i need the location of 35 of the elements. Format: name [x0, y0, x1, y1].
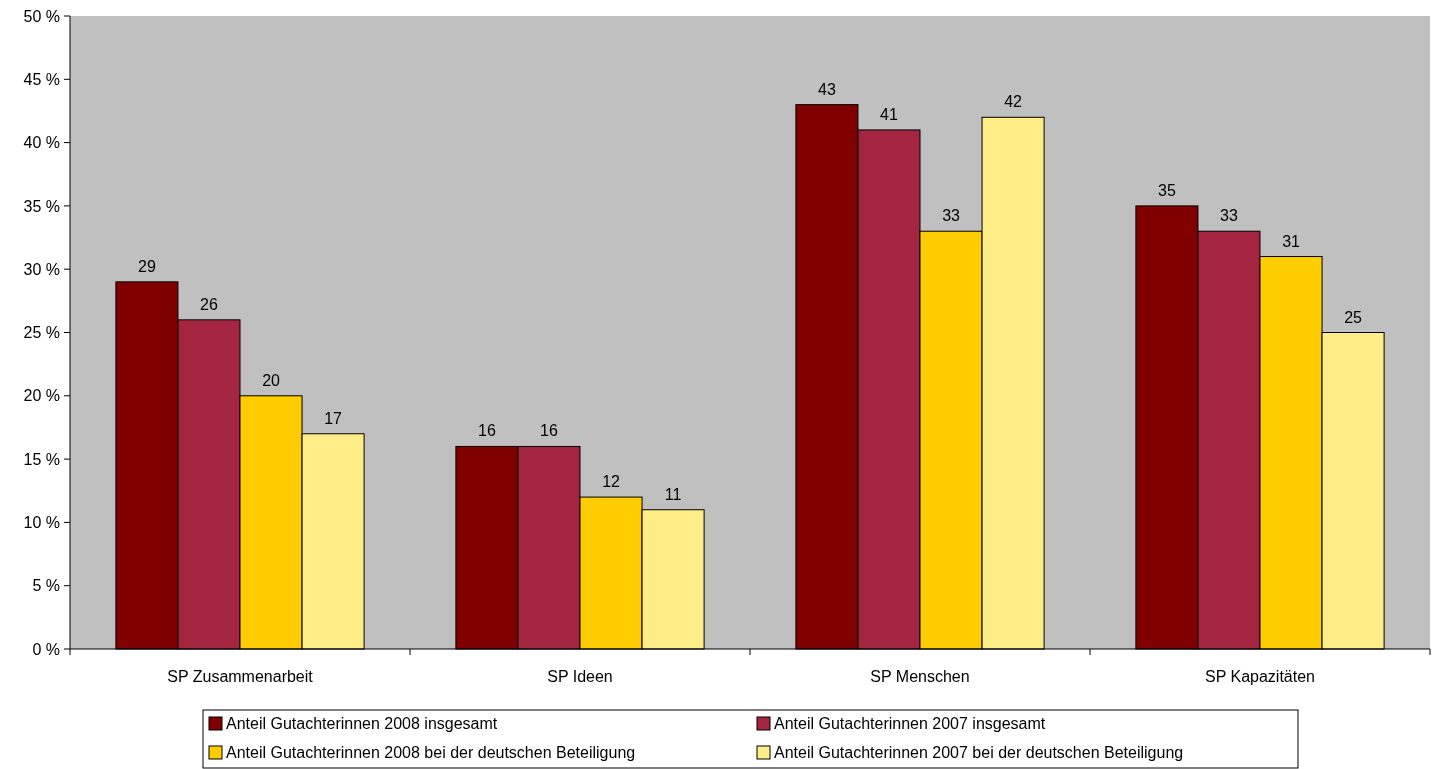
x-tick-label: SP Kapazitäten [1204, 668, 1316, 685]
data-label: 12 [602, 473, 621, 491]
y-tick-label: 10 % [23, 514, 60, 531]
legend-label: Anteil Gutachterinnen 2008 insgesamt [226, 715, 498, 732]
data-label: 29 [138, 257, 156, 275]
y-tick-label: 35 % [23, 197, 60, 215]
data-label: 11 [664, 485, 682, 503]
data-label: 41 [880, 105, 898, 123]
data-label: 43 [818, 80, 836, 98]
legend-label: Anteil Gutachterinnen 2007 insgesamt [774, 715, 1046, 732]
data-label: 25 [1344, 308, 1363, 326]
data-label: 42 [1004, 93, 1023, 111]
data-label: 17 [324, 409, 343, 427]
data-label: 33 [942, 207, 961, 225]
y-tick-label: 40 % [23, 134, 60, 152]
y-tick-label: 30 % [23, 260, 60, 278]
data-label: 31 [1282, 232, 1301, 250]
data-label: 16 [540, 422, 558, 440]
data-label: 26 [200, 295, 218, 313]
y-tick-label: 15 % [23, 450, 60, 468]
x-tick-label: SP Zusammenarbeit [167, 668, 314, 685]
y-tick-label: 45 % [23, 70, 60, 88]
data-label: 33 [1220, 207, 1238, 225]
y-tick-label: 20 % [23, 387, 60, 405]
y-tick-label: 25 % [23, 324, 60, 342]
data-label: 35 [1158, 181, 1176, 199]
x-tick-label: SP Ideen [547, 668, 613, 685]
legend-label: Anteil Gutachterinnen 2008 bei der deutschen Beteiligung [226, 744, 636, 761]
y-tick-label: 5 % [32, 577, 60, 595]
data-label: 16 [478, 422, 496, 440]
legend-label: Anteil Gutachterinnen 2007 bei der deutschen Beteiligung [774, 744, 1184, 761]
y-tick-label: 0 % [32, 640, 60, 658]
data-label: 20 [262, 371, 281, 389]
x-tick-label: SP Menschen [870, 668, 970, 685]
y-tick-label: 50 % [23, 7, 60, 25]
